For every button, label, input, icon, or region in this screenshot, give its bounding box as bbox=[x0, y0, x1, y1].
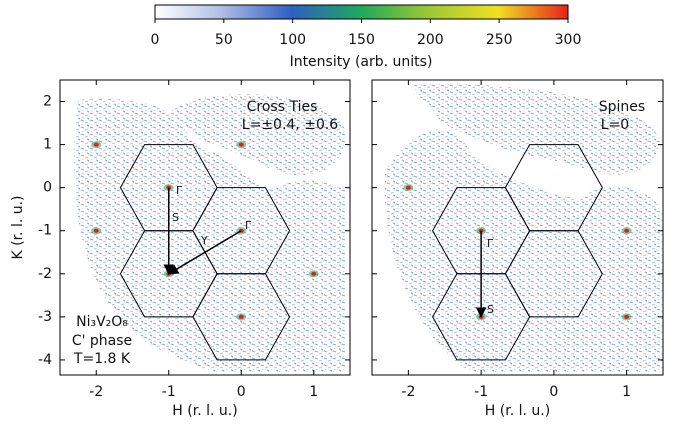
x-tick-label: 1 bbox=[622, 384, 631, 400]
annotation: Ni₃V₂O₈ bbox=[76, 314, 128, 330]
point-label: S bbox=[487, 303, 494, 316]
colorbar-tick-label: 150 bbox=[348, 32, 375, 48]
y-tick-label: -3 bbox=[38, 309, 52, 325]
y-tick-label: 2 bbox=[43, 94, 52, 110]
x-tick-label: 0 bbox=[237, 384, 246, 400]
bragg-peak bbox=[94, 229, 99, 233]
y-tick-label: -4 bbox=[38, 352, 52, 368]
figure: Intensity (arb. units) Cross Ties L=±0.4… bbox=[0, 0, 674, 429]
annotation: L=±0.4, ±0.6 bbox=[242, 117, 339, 133]
x-tick-label: 1 bbox=[309, 384, 318, 400]
panel-left: Cross Ties L=±0.4, ±0.6 Ni₃V₂O₈ C' phase… bbox=[72, 94, 345, 372]
bragg-peak bbox=[311, 272, 316, 276]
point-label: Γ bbox=[487, 237, 494, 250]
y-tick-label: -1 bbox=[38, 223, 52, 239]
y-axis-label: K (r. l. u.) bbox=[10, 195, 26, 259]
annotation: T=1.8 K bbox=[73, 351, 131, 367]
bragg-peak bbox=[239, 315, 244, 319]
colorbar-tick-label: 300 bbox=[555, 32, 582, 48]
annotation: Spines bbox=[599, 99, 645, 115]
colorbar-tick-label: 250 bbox=[486, 32, 513, 48]
y-tick-label: -2 bbox=[38, 266, 52, 282]
x-axis-label: H (r. l. u.) bbox=[172, 403, 237, 419]
bragg-peak bbox=[406, 186, 411, 190]
y-tick-label: 0 bbox=[43, 180, 52, 196]
x-axis-label: H (r. l. u.) bbox=[485, 403, 550, 419]
bragg-peak bbox=[624, 229, 629, 233]
panel-right: Spines L=0 Γ S bbox=[385, 84, 663, 372]
x-tick-label: -1 bbox=[162, 384, 176, 400]
colorbar-label: Intensity (arb. units) bbox=[290, 54, 433, 70]
colorbar-tick-label: 200 bbox=[417, 32, 444, 48]
colorbar-tick-label: 100 bbox=[279, 32, 306, 48]
point-label: S bbox=[172, 211, 179, 224]
x-tick-label: -2 bbox=[89, 384, 103, 400]
x-tick-label: -2 bbox=[401, 384, 415, 400]
y-tick-label: 1 bbox=[43, 137, 52, 153]
colorbar-tick-label: 0 bbox=[151, 32, 160, 48]
annotation: C' phase bbox=[72, 333, 132, 349]
colorbar-tick-label: 50 bbox=[215, 32, 233, 48]
annotation: Cross Ties bbox=[247, 99, 318, 115]
bragg-peak bbox=[239, 143, 244, 147]
bragg-peak bbox=[624, 315, 629, 319]
x-tick-label: 0 bbox=[549, 384, 558, 400]
bragg-peak bbox=[94, 143, 99, 147]
colorbar bbox=[155, 5, 568, 19]
x-tick-label: -1 bbox=[474, 384, 488, 400]
point-label: Γ bbox=[176, 184, 183, 197]
annotation: L=0 bbox=[601, 117, 629, 133]
